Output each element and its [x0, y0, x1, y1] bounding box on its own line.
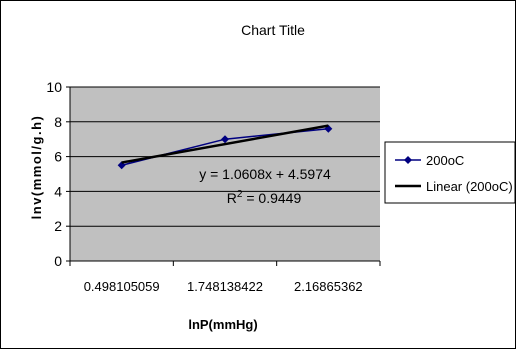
y-tick-label: 0	[54, 253, 62, 269]
legend-trendline-label: Linear (200oC)	[426, 179, 513, 194]
data-point	[221, 135, 229, 144]
r2-label: R	[227, 190, 237, 206]
x-tick-label: 2.16865362	[294, 279, 363, 294]
y-tick-label: 8	[54, 114, 62, 130]
trendline-group	[121, 124, 329, 164]
x-tick-label: 0.498105059	[84, 279, 160, 294]
legend-box	[384, 141, 516, 204]
x-tick-label: 1.748138422	[187, 279, 263, 294]
y-axis-label: lnv(mmol/g.h)	[29, 115, 44, 220]
plot-background	[70, 87, 380, 261]
chart-title: Chart Title	[241, 22, 305, 38]
x-axis-label: lnP(mmHg)	[188, 317, 257, 332]
trendline	[121, 124, 329, 164]
legend-series-marker	[404, 156, 412, 164]
r2-exponent: 2	[237, 189, 243, 200]
axes	[69, 87, 380, 262]
r2-value: = 0.9449	[242, 190, 301, 206]
y-tick-label: 4	[54, 183, 62, 199]
x-axis-ticks: 0.498105059 1.748138422 2.16865362	[69, 261, 381, 294]
grid-lines	[70, 86, 380, 227]
legend: 200oC Linear (200oC)	[384, 141, 516, 204]
plot-area	[70, 87, 380, 261]
y-tick-label: 6	[54, 149, 62, 165]
y-axis-ticks: 0 2 4 6 8 10	[46, 79, 70, 269]
legend-series-label: 200oC	[426, 153, 464, 168]
trendline-r-squared: R2 = 0.9449	[227, 189, 302, 206]
trendline-equation: y = 1.0608x + 4.5974	[199, 166, 331, 182]
y-tick-label: 2	[54, 218, 62, 234]
y-tick-label: 10	[46, 79, 62, 95]
